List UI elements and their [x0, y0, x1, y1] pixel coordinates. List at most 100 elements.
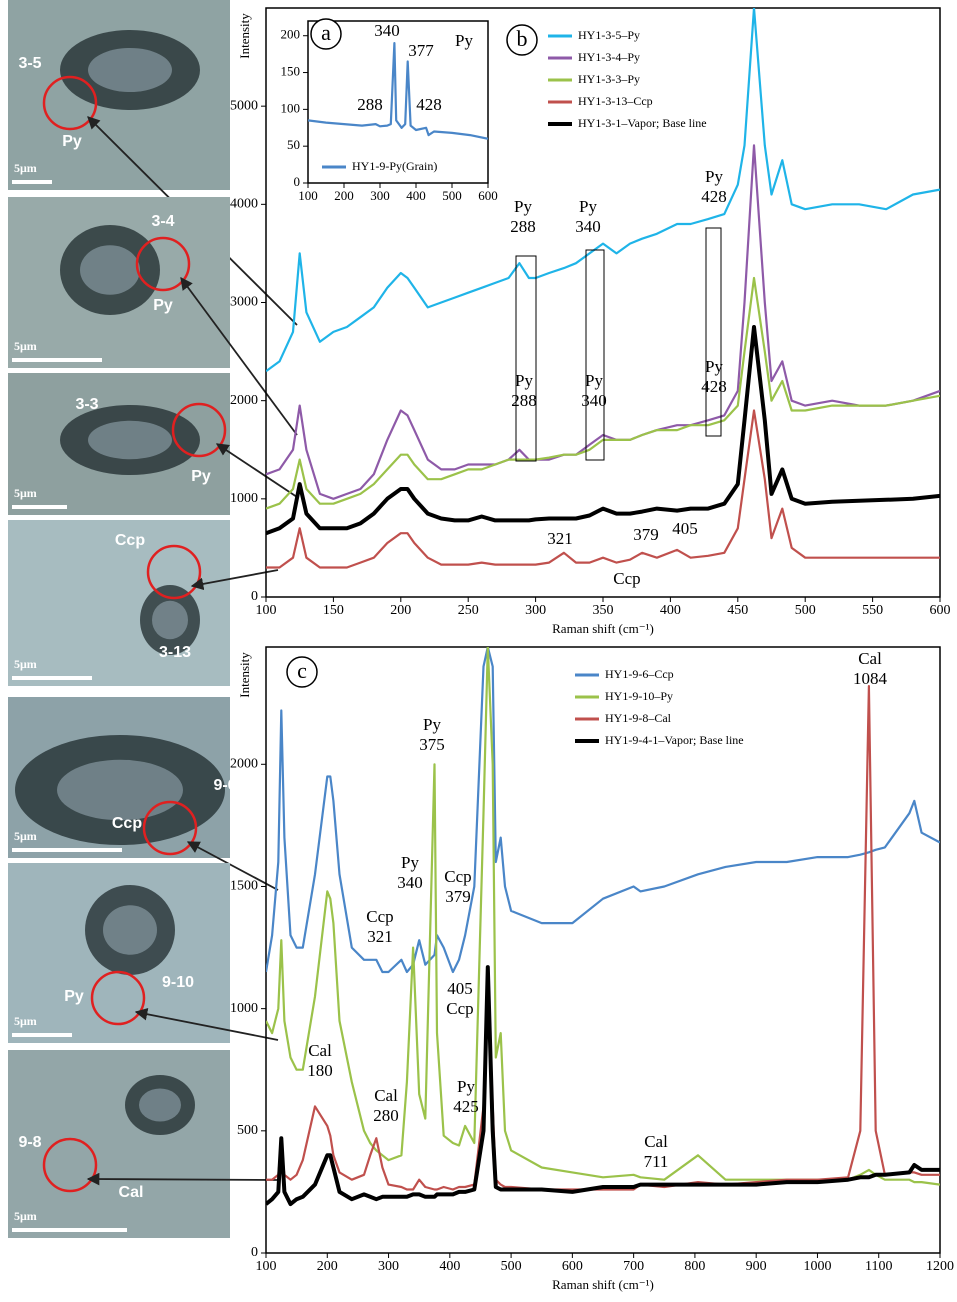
annotation: 321 — [367, 927, 393, 946]
annotation: Py — [401, 853, 419, 872]
x-tick-label: 100 — [298, 188, 318, 203]
y-tick-label: 2000 — [230, 393, 258, 408]
annotation: Py — [515, 371, 533, 390]
x-tick-label: 1200 — [926, 1259, 954, 1274]
site-label: 3-5 — [18, 55, 41, 72]
annotation: Cal — [374, 1086, 398, 1105]
micrograph: 3-5Py5μm — [8, 0, 230, 190]
x-tick-label: 100 — [256, 603, 277, 618]
x-tick-label: 100 — [256, 1259, 277, 1274]
annotation: Py — [455, 31, 473, 50]
annotation: 340 — [575, 217, 601, 236]
annotation: Cal — [858, 649, 882, 668]
y-tick-label: 4000 — [230, 197, 258, 212]
legend-label: HY1-9-10–Py — [605, 689, 673, 703]
x-tick-label: 250 — [458, 603, 479, 618]
spectrum — [266, 327, 940, 533]
mineral-label: Ccp — [112, 815, 142, 832]
scale-bar — [12, 358, 102, 362]
annotation: 321 — [547, 529, 573, 548]
x-tick-label: 300 — [525, 603, 546, 618]
y-tick-label: 1500 — [230, 879, 258, 894]
x-tick-label: 550 — [862, 603, 883, 618]
scale-bar — [12, 848, 122, 852]
y-tick-label: 0 — [251, 589, 258, 604]
y-tick-label: 2000 — [230, 757, 258, 772]
inclusion-core — [57, 760, 183, 821]
annotation: Cal — [308, 1041, 332, 1060]
y-tick-label: 500 — [237, 1123, 258, 1138]
legend-label: HY1-9-8–Cal — [605, 711, 672, 725]
panel-label: b — [517, 26, 528, 51]
mineral-label: Py — [191, 468, 211, 485]
inclusion-core — [152, 601, 188, 640]
mineral-label: Py — [64, 988, 84, 1005]
annotation: Ccp — [444, 867, 471, 886]
x-axis-label: Raman shift (cm⁻¹) — [552, 1277, 654, 1292]
scale-bar — [12, 676, 92, 680]
site-label: 9-10 — [162, 974, 194, 991]
inclusion-core — [139, 1089, 181, 1122]
legend-label: HY1-3-5–Py — [578, 28, 640, 42]
y-tick-label: 150 — [281, 64, 301, 79]
annotation: Py — [579, 197, 597, 216]
scale-bar — [12, 180, 52, 184]
spectrum — [266, 145, 940, 498]
scale-bar — [12, 1033, 72, 1037]
x-tick-label: 700 — [623, 1259, 644, 1274]
x-tick-label: 350 — [593, 603, 614, 618]
legend-label: HY1-3-3–Py — [578, 72, 640, 86]
x-tick-label: 500 — [442, 188, 462, 203]
site-label: 3-4 — [151, 213, 174, 230]
annotation: 288 — [357, 95, 383, 114]
peak-box — [516, 256, 536, 461]
x-tick-label: 150 — [323, 603, 344, 618]
annotation: 1084 — [853, 669, 888, 688]
x-tick-label: 600 — [478, 188, 498, 203]
inclusion-core — [80, 245, 140, 295]
x-tick-label: 200 — [317, 1259, 338, 1274]
annotation: 711 — [644, 1152, 669, 1171]
x-tick-label: 400 — [406, 188, 426, 203]
x-tick-label: 600 — [930, 603, 951, 618]
scale-bar — [12, 1228, 127, 1232]
mineral-label: Ccp — [115, 532, 145, 549]
y-axis-label: Intensity — [237, 652, 252, 698]
x-tick-label: 800 — [684, 1259, 705, 1274]
annotation: 379 — [633, 525, 659, 544]
annotation: 425 — [453, 1097, 479, 1116]
micrograph: 9-8Cal5μm — [8, 1050, 230, 1238]
x-tick-label: 500 — [501, 1259, 522, 1274]
annotation: 340 — [397, 873, 423, 892]
panel-label: c — [297, 658, 307, 683]
legend-label: HY1-3-1–Vapor; Base line — [578, 116, 707, 130]
y-tick-label: 0 — [251, 1245, 258, 1260]
y-tick-label: 200 — [281, 27, 301, 42]
x-axis-label: Raman shift (cm⁻¹) — [552, 621, 654, 636]
x-tick-label: 400 — [660, 603, 681, 618]
legend-label: HY1-3-4–Py — [578, 50, 640, 64]
annotation: 375 — [419, 735, 445, 754]
mineral-label: Py — [153, 297, 173, 314]
legend-label: HY1-3-13–Ccp — [578, 94, 653, 108]
inclusion-core — [88, 421, 172, 460]
site-label: 9-8 — [18, 1134, 41, 1151]
annotation: 379 — [445, 887, 471, 906]
x-tick-label: 300 — [370, 188, 390, 203]
annotation: 405 — [672, 519, 698, 538]
scale-label: 5μm — [14, 161, 37, 175]
x-tick-label: 900 — [746, 1259, 767, 1274]
annotation: Py — [423, 715, 441, 734]
mineral-label: Cal — [119, 1184, 144, 1201]
x-tick-label: 1100 — [865, 1259, 892, 1274]
annotation: 288 — [511, 391, 537, 410]
y-tick-label: 0 — [294, 174, 301, 189]
scale-label: 5μm — [14, 486, 37, 500]
annotation: 377 — [408, 41, 434, 60]
x-tick-label: 450 — [727, 603, 748, 618]
site-label: 9-6 — [213, 777, 236, 794]
annotation: Py — [514, 197, 532, 216]
y-tick-label: 3000 — [230, 295, 258, 310]
annotation: Ccp — [613, 569, 640, 588]
